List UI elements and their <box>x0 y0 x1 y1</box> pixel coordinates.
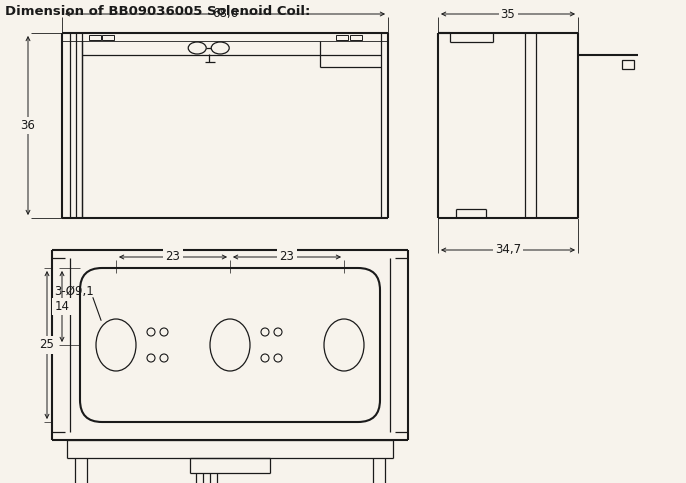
Text: 23: 23 <box>280 251 294 264</box>
Text: 36: 36 <box>21 119 36 132</box>
Bar <box>622 60 634 69</box>
Bar <box>350 35 362 40</box>
Bar <box>89 35 101 40</box>
Bar <box>336 35 348 40</box>
Text: 23: 23 <box>165 251 180 264</box>
Text: 34,7: 34,7 <box>495 243 521 256</box>
Text: 68,6: 68,6 <box>212 8 238 20</box>
Ellipse shape <box>188 42 206 54</box>
Text: 25: 25 <box>40 339 54 352</box>
Bar <box>102 35 114 40</box>
Text: 14: 14 <box>54 300 69 313</box>
Text: Dimension of BB09036005 Solenoid Coil:: Dimension of BB09036005 Solenoid Coil: <box>5 5 310 18</box>
Text: 3-Ø9,1: 3-Ø9,1 <box>54 285 94 298</box>
Ellipse shape <box>211 42 229 54</box>
Text: 35: 35 <box>501 8 515 20</box>
